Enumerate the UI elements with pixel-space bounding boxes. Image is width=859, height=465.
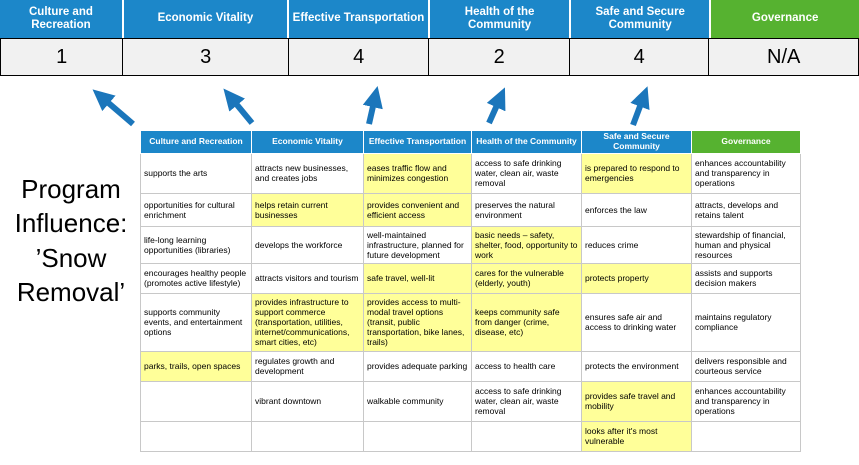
matrix-cell-7-5: provides safe travel and mobility [581,380,692,422]
matrix-cell-7-6: enhances accountability and transparency… [691,380,801,422]
matrix-cell-1-5: is prepared to respond to emergencies [581,152,692,194]
matrix-header-4: Health of the Community [471,130,582,154]
matrix-cell-6-3: provides adequate parking [363,350,472,382]
matrix-cell-5-3: provides access to multi-modal travel op… [363,292,472,352]
matrix-cell-2-6: attracts, develops and retains talent [691,192,801,227]
matrix-cell-1-4: access to safe drinking water, clean air… [471,152,582,194]
matrix-cell-8-5: looks after it's most vulnerable [581,420,692,452]
matrix-cell-2-1: opportunities for cultural enrichment [140,192,252,227]
program-title: Program Influence: ’Snow Removal’ [14,174,128,307]
arrow-transportation-icon [362,85,383,125]
matrix-row-2: opportunities for cultural enrichment hel… [140,192,801,227]
summary-score-1: 1 [56,45,68,68]
summary-header-5: Safe and Secure Community [571,0,710,38]
matrix-cell-8-4 [471,420,582,452]
matrix-cell-2-2: helps retain current businesses [251,192,364,227]
matrix-row-3: life-long learning opportunities (librar… [140,225,801,264]
matrix-cell-8-2 [251,420,364,452]
matrix-cell-5-6: maintains regulatory compliance [691,292,801,352]
matrix-cell-8-6 [691,420,801,452]
matrix-cell-7-4: access to safe drinking water, clean air… [471,380,582,422]
matrix-header-1: Culture and Recreation [140,130,252,154]
matrix-header-2: Economic Vitality [251,130,364,154]
summary-header-6: Governance [711,0,859,38]
matrix-cell-6-6: delivers responsible and courteous servi… [691,350,801,382]
arrow-safe-icon [630,86,650,127]
matrix-cell-6-1: parks, trails, open spaces [140,350,252,382]
matrix-cell-7-2: vibrant downtown [251,380,364,422]
matrix-cell-5-4: keeps community safe from danger (crime,… [471,292,582,352]
summary-header-1: Culture and Recreation [0,0,122,38]
matrix-cell-8-3 [363,420,472,452]
matrix-cell-5-1: supports community events, and entertain… [140,292,252,352]
matrix-header-3: Effective Transportation [363,130,472,154]
matrix-cell-4-2: attracts visitors and tourism [251,262,364,294]
matrix-row-4: encourages healthy people (promotes acti… [140,262,801,294]
matrix-cell-1-1: supports the arts [140,152,252,194]
matrix-header-5: Safe and Secure Community [581,130,692,154]
summary-header-row: Culture and Recreation Economic Vitality E… [0,0,859,38]
matrix-row-7: vibrant downtown walkable community access… [140,380,801,422]
summary-header-3: Effective Transportation [288,0,429,38]
summary-score-2: 3 [122,39,288,75]
matrix-cell-4-5: protects property [581,262,692,294]
matrix-cell-3-2: develops the workforce [251,225,364,264]
matrix-cell-7-1 [140,380,252,422]
arrow-health-icon [486,87,506,125]
matrix-cell-3-5: reduces crime [581,225,692,264]
summary-score-4: 2 [428,39,568,75]
influence-matrix: Culture and Recreation Economic Vitality E… [140,130,801,452]
matrix-cell-6-5: protects the environment [581,350,692,382]
matrix-header-6: Governance [691,130,801,154]
matrix-cell-7-3: walkable community [363,380,472,422]
summary-score-row: 1 3 4 2 4 N/A [0,38,859,76]
matrix-cell-2-3: provides convenient and efficient access [363,192,472,227]
matrix-cell-1-3: eases traffic flow and minimizes congest… [363,152,472,194]
matrix-cell-1-2: attracts new businesses, and creates job… [251,152,364,194]
matrix-cell-5-5: ensures safe air and access to drinking … [581,292,692,352]
summary-header-4: Health of the Community [430,0,570,38]
summary-score-5: 4 [568,39,708,75]
matrix-row-5: supports community events, and entertain… [140,292,801,352]
matrix-cell-1-6: enhances accountability and transparency… [691,152,801,194]
matrix-cell-4-6: assists and supports decision makers [691,262,801,294]
matrix-cell-2-4: preserves the natural environment [471,192,582,227]
influence-arrows [92,85,650,127]
summary-score-3: 4 [288,39,428,75]
matrix-cell-8-1 [140,420,252,452]
summary-score-6: N/A [708,39,858,75]
matrix-cell-6-4: access to health care [471,350,582,382]
matrix-cell-5-2: provides infrastructure to support comme… [251,292,364,352]
matrix-cell-6-2: regulates growth and development [251,350,364,382]
matrix-row-8: looks after it's most vulnerable [140,420,801,452]
matrix-cell-4-1: encourages healthy people (promotes acti… [140,262,252,294]
matrix-cell-3-3: well-maintained infrastructure, planned … [363,225,472,264]
arrow-culture-icon [92,89,135,127]
matrix-cell-3-4: basic needs – safety, shelter, food, opp… [471,225,582,264]
matrix-cell-3-6: stewardship of financial, human and phys… [691,225,801,264]
matrix-cell-3-1: life-long learning opportunities (librar… [140,225,252,264]
matrix-cell-2-5: enforces the law [581,192,692,227]
matrix-row-6: parks, trails, open spaces regulates grow… [140,350,801,382]
matrix-row-1: supports the arts attracts new businesses… [140,152,801,194]
arrow-economic-icon [223,88,255,125]
summary-header-2: Economic Vitality [123,0,287,38]
matrix-cell-4-3: safe travel, well-lit [363,262,472,294]
matrix-cell-4-4: cares for the vulnerable (elderly, youth… [471,262,582,294]
